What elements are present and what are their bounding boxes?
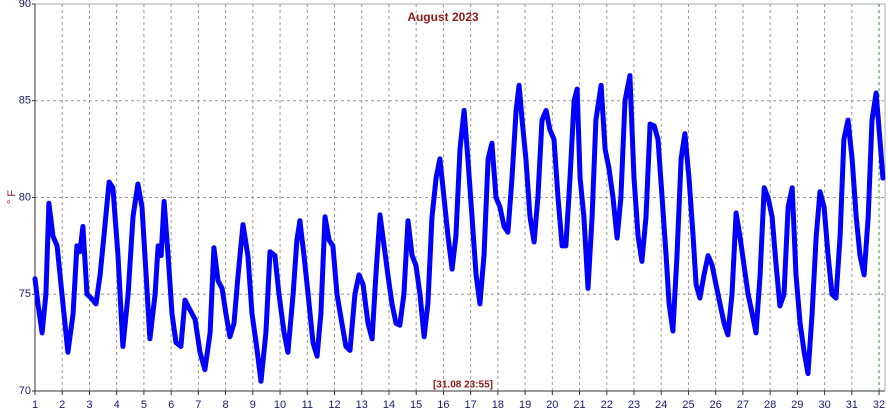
x-tick-label: 20 bbox=[546, 399, 558, 411]
x-tick-label: 11 bbox=[302, 399, 313, 411]
x-tick-label: 14 bbox=[383, 399, 395, 411]
x-tick-label: 18 bbox=[492, 399, 504, 411]
x-tick-label: 29 bbox=[791, 399, 803, 411]
y-tick-label: 70 bbox=[19, 385, 31, 397]
x-tick-label: 3 bbox=[86, 399, 92, 411]
x-tick-label: 24 bbox=[655, 399, 667, 411]
y-tick-label: 90 bbox=[19, 0, 31, 10]
x-tick-label: 17 bbox=[465, 399, 477, 411]
x-tick-label: 22 bbox=[601, 399, 613, 411]
x-tick-label: 31 bbox=[846, 399, 858, 411]
x-tick-label: 10 bbox=[274, 399, 286, 411]
x-tick-label: 4 bbox=[114, 399, 120, 411]
x-tick-label: 28 bbox=[764, 399, 776, 411]
x-tick-label: 6 bbox=[168, 399, 174, 411]
timestamp: [31.08 23:55] bbox=[433, 380, 493, 391]
x-tick-label: 12 bbox=[328, 399, 340, 411]
x-tick-label: 26 bbox=[710, 399, 722, 411]
y-tick-label: 80 bbox=[19, 191, 31, 203]
y-axis-label: ° F bbox=[6, 190, 18, 204]
x-tick-label: 25 bbox=[682, 399, 694, 411]
x-tick-label: 8 bbox=[223, 399, 229, 411]
x-tick-label: 32 bbox=[873, 399, 885, 411]
x-tick-label: 19 bbox=[519, 399, 531, 411]
x-tick-label: 7 bbox=[195, 399, 201, 411]
x-tick-label: 1 bbox=[32, 399, 38, 411]
x-tick-label: 30 bbox=[818, 399, 830, 411]
temperature-line bbox=[32, 73, 886, 384]
x-tick-label: 16 bbox=[437, 399, 449, 411]
x-tick-label: 5 bbox=[141, 399, 147, 411]
x-tick-label: 15 bbox=[410, 399, 422, 411]
x-tick-label: 13 bbox=[356, 399, 368, 411]
y-tick-label: 85 bbox=[19, 95, 31, 107]
x-tick-label: 9 bbox=[250, 399, 256, 411]
x-tick-label: 27 bbox=[737, 399, 749, 411]
x-tick-label: 21 bbox=[573, 399, 585, 411]
x-tick-label: 23 bbox=[628, 399, 640, 411]
y-tick-label: 75 bbox=[19, 288, 31, 300]
x-tick-label: 2 bbox=[59, 399, 65, 411]
